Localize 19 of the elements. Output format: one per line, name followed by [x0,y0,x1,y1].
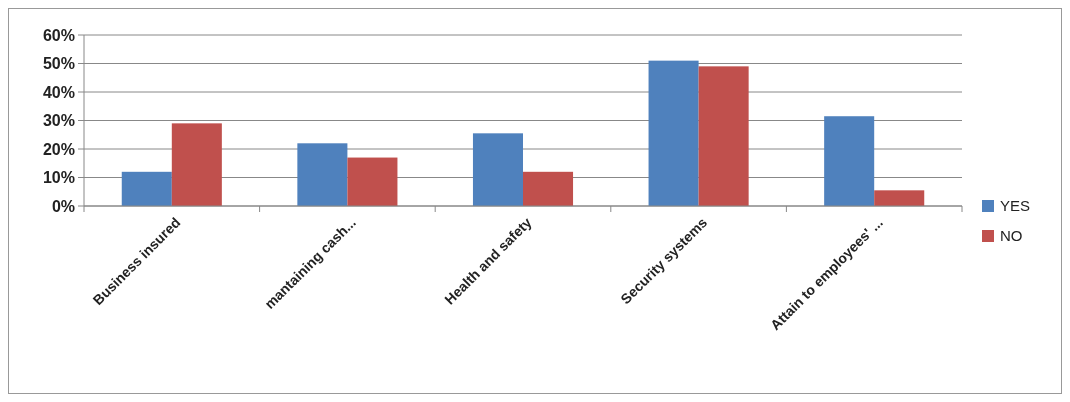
bar [171,123,222,206]
y-tick-label: 40% [42,83,75,101]
bar [874,190,925,206]
bar [698,66,749,206]
bar [121,171,172,206]
bar [347,157,398,206]
bar [472,133,523,206]
y-tick-label: 10% [42,169,75,187]
legend-label: NO [1000,227,1023,245]
y-tick-label: 60% [42,26,75,44]
bar [297,143,348,206]
legend-label: YES [1000,197,1031,215]
y-tick-label: 20% [42,140,75,158]
y-tick-label: 50% [42,55,75,73]
bar [648,60,699,206]
bar [824,116,875,206]
bar [523,171,574,206]
y-tick-label: 0% [51,197,75,215]
y-tick-label: 30% [42,112,75,130]
